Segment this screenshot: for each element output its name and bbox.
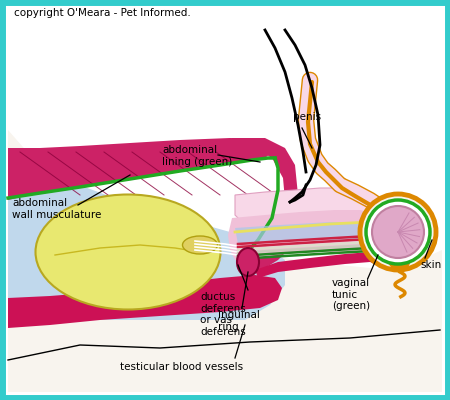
Text: vaginal
tunic
(green): vaginal tunic (green) <box>332 278 370 311</box>
Polygon shape <box>235 222 380 244</box>
Text: abdominal
wall musculature: abdominal wall musculature <box>12 198 101 220</box>
Ellipse shape <box>36 194 220 310</box>
Polygon shape <box>8 155 285 320</box>
Text: copyright O'Meara - Pet Informed.: copyright O'Meara - Pet Informed. <box>14 8 191 18</box>
Text: ductus
deferens
or vas
deferens: ductus deferens or vas deferens <box>200 292 246 337</box>
Text: inguinal
ring: inguinal ring <box>218 310 260 332</box>
Circle shape <box>366 200 430 264</box>
Polygon shape <box>8 340 442 392</box>
Polygon shape <box>8 100 442 392</box>
Polygon shape <box>388 253 410 272</box>
Polygon shape <box>8 138 275 200</box>
Polygon shape <box>235 188 382 222</box>
Text: abdominal
lining (green): abdominal lining (green) <box>162 145 232 166</box>
Polygon shape <box>228 210 388 260</box>
Circle shape <box>372 206 424 258</box>
Text: penis: penis <box>293 112 321 122</box>
Polygon shape <box>255 252 395 278</box>
Ellipse shape <box>183 236 217 254</box>
Ellipse shape <box>237 248 259 276</box>
Text: testicular blood vessels: testicular blood vessels <box>120 362 243 372</box>
Circle shape <box>360 194 436 270</box>
Polygon shape <box>230 138 298 275</box>
Text: skin: skin <box>420 260 441 270</box>
Polygon shape <box>8 275 282 328</box>
